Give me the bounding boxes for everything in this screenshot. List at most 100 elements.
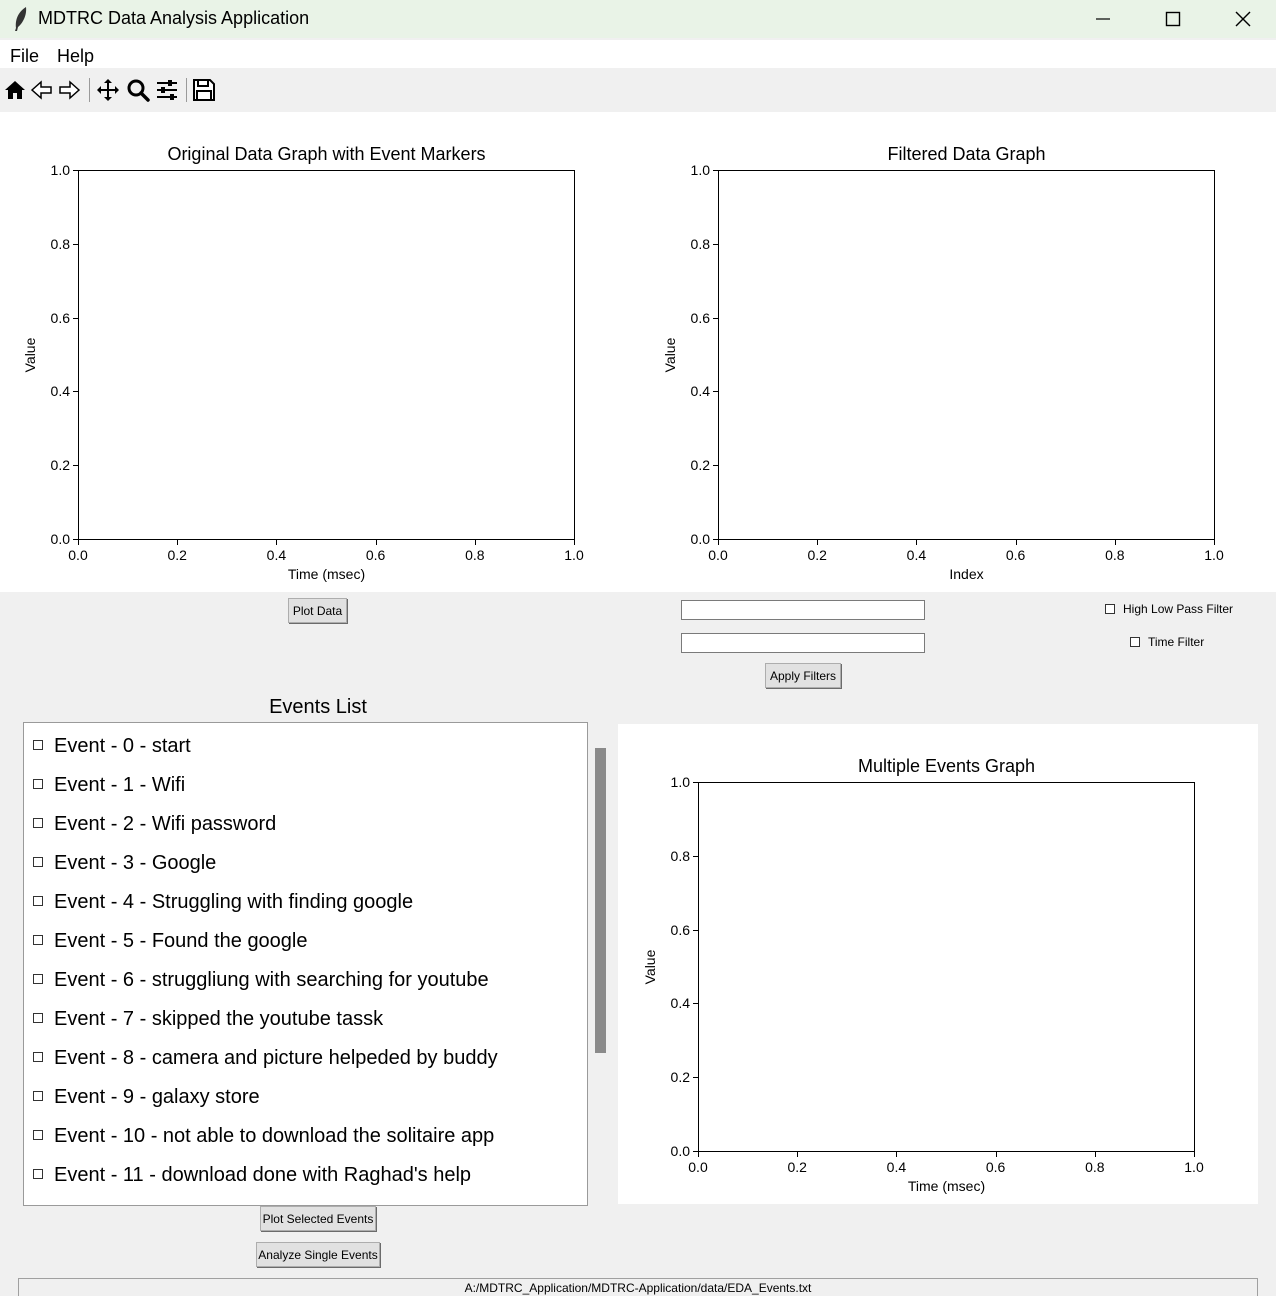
toolbar-separator	[89, 78, 90, 102]
event-label: Event - 4 - Struggling with finding goog…	[54, 891, 414, 913]
filter-input-1[interactable]	[681, 600, 925, 620]
event-row[interactable]: Event - 5 - Found the google	[24, 920, 584, 959]
x-tick-mark	[817, 540, 819, 545]
x-tick-label: 0.2	[787, 1159, 807, 1175]
apply-filters-button[interactable]: Apply Filters	[765, 663, 841, 688]
original-data-graph[interactable]: Original Data Graph with Event Markers 0.…	[0, 112, 640, 592]
event-row[interactable]: Event - 9 - galaxy store	[24, 1076, 584, 1115]
y-tick-label: 0.0	[670, 1143, 690, 1159]
event-row[interactable]: Event - 1 - Wifi	[24, 764, 584, 803]
menu-help[interactable]: Help	[57, 46, 95, 66]
x-tick-mark	[916, 540, 918, 545]
x-tick-mark	[1114, 540, 1116, 545]
event-label: Event - 7 - skipped the youtube tassk	[54, 1008, 384, 1030]
event-row[interactable]: Event - 11 - download done with Raghad's…	[24, 1154, 584, 1193]
event-checkbox[interactable]	[33, 896, 43, 906]
toolbar-separator	[186, 78, 187, 102]
event-row[interactable]: Event - 0 - start	[24, 725, 584, 764]
event-row[interactable]: Event - 8 - camera and picture helpeded …	[24, 1037, 584, 1076]
home-icon[interactable]	[3, 78, 27, 102]
y-tick-mark	[693, 855, 698, 857]
filtered-data-graph[interactable]: Filtered Data Graph 0.0 0.2 0.4 0.6 0.8 1.0 0.0…	[640, 112, 1276, 592]
file-path: A:/MDTRC_Application/MDTRC-Application/d…	[464, 1281, 812, 1295]
time-filter-checkbox[interactable]	[1130, 637, 1140, 647]
x-tick-mark	[1194, 1152, 1195, 1157]
plot-area	[718, 170, 1215, 540]
pan-icon[interactable]	[96, 78, 120, 102]
maximize-button[interactable]	[1138, 0, 1208, 38]
x-tick-label: 1.0	[1184, 1159, 1204, 1175]
y-tick-label: 0.4	[670, 995, 690, 1012]
minimize-button[interactable]	[1068, 0, 1138, 38]
event-checkbox[interactable]	[33, 1091, 43, 1101]
x-tick-label: 0.0	[68, 547, 88, 563]
event-row[interactable]: Event - 7 - skipped the youtube tassk	[24, 998, 584, 1037]
y-tick-label: 1.0	[690, 162, 710, 178]
event-label: Event - 6 - struggliung with searching f…	[54, 969, 489, 991]
y-tick-mark	[73, 243, 78, 245]
x-tick-mark	[718, 540, 719, 545]
configure-icon[interactable]	[155, 78, 179, 102]
high-low-pass-filter-checkbox[interactable]	[1105, 604, 1115, 614]
x-tick-label: 0.6	[365, 547, 386, 563]
y-tick-mark	[713, 391, 718, 393]
close-button[interactable]	[1208, 0, 1276, 38]
y-tick-mark	[73, 391, 78, 393]
event-row[interactable]: Event - 10 - not able to download the so…	[24, 1115, 584, 1154]
event-row[interactable]: Event - 3 - Google	[24, 842, 584, 881]
filter-input-2[interactable]	[681, 633, 925, 653]
maximize-icon	[1165, 11, 1181, 27]
y-tick-label: 1.0	[670, 774, 690, 790]
event-checkbox[interactable]	[33, 1169, 43, 1179]
plot-selected-events-button[interactable]: Plot Selected Events	[260, 1206, 376, 1231]
y-tick-mark	[693, 1077, 698, 1079]
event-checkbox[interactable]	[33, 857, 43, 867]
save-icon[interactable]	[192, 78, 216, 102]
event-checkbox[interactable]	[33, 1052, 43, 1062]
analyze-single-events-button[interactable]: Analyze Single Events	[256, 1242, 380, 1267]
close-icon	[1235, 11, 1251, 27]
event-label: Event - 5 - Found the google	[54, 930, 308, 952]
y-tick-mark	[713, 170, 718, 171]
y-tick-mark	[713, 317, 718, 319]
plot-data-button[interactable]: Plot Data	[288, 598, 347, 623]
event-checkbox[interactable]	[33, 974, 43, 984]
event-row[interactable]: Event - 2 - Wifi password	[24, 803, 584, 842]
events-scrollbar[interactable]	[595, 748, 606, 1053]
forward-icon[interactable]	[57, 78, 81, 102]
high-low-pass-filter-label: High Low Pass Filter	[1123, 602, 1234, 616]
y-tick-label: 1.0	[50, 162, 70, 178]
y-tick-mark	[713, 465, 718, 467]
minimize-icon	[1096, 18, 1110, 20]
y-tick-mark	[693, 1003, 698, 1005]
x-tick-label: 0.4	[906, 547, 927, 563]
x-tick-mark	[896, 1152, 898, 1157]
y-tick-label: 0.8	[670, 847, 690, 864]
event-checkbox[interactable]	[33, 1130, 43, 1140]
event-checkbox[interactable]	[33, 1013, 43, 1023]
y-tick-mark	[713, 539, 718, 540]
y-tick-mark	[693, 782, 698, 783]
event-checkbox[interactable]	[33, 818, 43, 828]
x-tick-label: 1.0	[564, 547, 584, 563]
event-checkbox[interactable]	[33, 935, 43, 945]
event-row[interactable]: Event - 6 - struggliung with searching f…	[24, 959, 584, 998]
y-tick-label: 0.0	[690, 531, 710, 547]
chart-title: Original Data Graph with Event Markers	[167, 144, 486, 164]
menu-file[interactable]: File	[10, 46, 40, 66]
event-checkbox[interactable]	[33, 779, 43, 789]
events-list-heading: Events List	[269, 696, 367, 718]
x-tick-mark	[797, 1152, 799, 1157]
back-icon[interactable]	[30, 78, 54, 102]
y-tick-label: 0.2	[690, 457, 710, 474]
multiple-events-graph[interactable]: Multiple Events Graph 0.0 0.2 0.4 0.6 0.8 1.0 0…	[618, 724, 1258, 1204]
x-tick-label: 0.8	[465, 547, 485, 563]
event-checkbox[interactable]	[33, 740, 43, 750]
y-tick-label: 0.0	[50, 531, 70, 547]
event-row[interactable]: Event - 4 - Struggling with finding goog…	[24, 881, 584, 920]
x-tick-label: 0.2	[167, 547, 187, 563]
event-label: Event - 8 - camera and picture helpeded …	[54, 1047, 498, 1069]
x-axis-label: Index	[949, 566, 984, 582]
x-tick-label: 0.6	[1005, 547, 1026, 563]
zoom-icon[interactable]	[126, 78, 150, 102]
